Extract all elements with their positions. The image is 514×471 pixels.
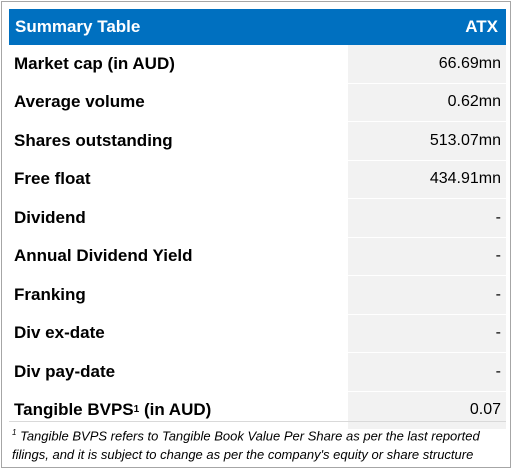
table-row-average-volume: Average volume 0.62mn xyxy=(9,83,506,122)
header-ticker: ATX xyxy=(465,17,498,36)
row-value: 434.91mn xyxy=(348,160,506,198)
table-row-div-ex-date: Div ex-date - xyxy=(9,314,506,353)
row-value: - xyxy=(348,276,506,314)
row-value: 513.07mn xyxy=(348,122,506,160)
table-row-franking: Franking - xyxy=(9,276,506,315)
table-row-dividend: Dividend - xyxy=(9,199,506,238)
row-label: Div ex-date xyxy=(9,314,346,352)
row-label-suffix: (in AUD) xyxy=(139,400,212,420)
row-value: 0.07 xyxy=(348,391,506,429)
header-title: Summary Table xyxy=(15,17,141,36)
table-row-free-float: Free float 434.91mn xyxy=(9,160,506,199)
footnote-divider xyxy=(9,421,506,422)
row-label: Dividend xyxy=(9,199,346,237)
summary-table-header: Summary Table ATX xyxy=(9,9,506,45)
row-label: Annual Dividend Yield xyxy=(9,237,346,275)
summary-table-body: Market cap (in AUD) 66.69mn Average volu… xyxy=(9,45,506,430)
table-row-shares-outstanding: Shares outstanding 513.07mn xyxy=(9,122,506,161)
row-value: - xyxy=(348,237,506,275)
table-row-annual-dividend-yield: Annual Dividend Yield - xyxy=(9,237,506,276)
row-label: Tangible BVPS 1 (in AUD) xyxy=(9,391,346,429)
row-label: Free float xyxy=(9,160,346,198)
row-label: Average volume xyxy=(9,83,346,121)
footnote: 1 Tangible BVPS refers to Tangible Book … xyxy=(9,423,506,464)
row-label: Market cap (in AUD) xyxy=(9,45,346,83)
row-label: Div pay-date xyxy=(9,353,346,391)
footnote-marker-sup: 1 xyxy=(133,403,140,415)
row-value: - xyxy=(348,353,506,391)
row-value: - xyxy=(348,314,506,352)
row-label: Shares outstanding xyxy=(9,122,346,160)
table-row-tangible-bvps: Tangible BVPS 1 (in AUD) 0.07 xyxy=(9,391,506,430)
row-label: Franking xyxy=(9,276,346,314)
table-row-market-cap: Market cap (in AUD) 66.69mn xyxy=(9,45,506,84)
row-label-text: Tangible BVPS xyxy=(14,400,134,420)
row-value: 66.69mn xyxy=(348,45,506,83)
footnote-marker: 1 xyxy=(12,428,17,437)
row-value: - xyxy=(348,199,506,237)
footnote-text: Tangible BVPS refers to Tangible Book Va… xyxy=(12,428,480,463)
row-value: 0.62mn xyxy=(348,83,506,121)
table-row-div-pay-date: Div pay-date - xyxy=(9,353,506,392)
